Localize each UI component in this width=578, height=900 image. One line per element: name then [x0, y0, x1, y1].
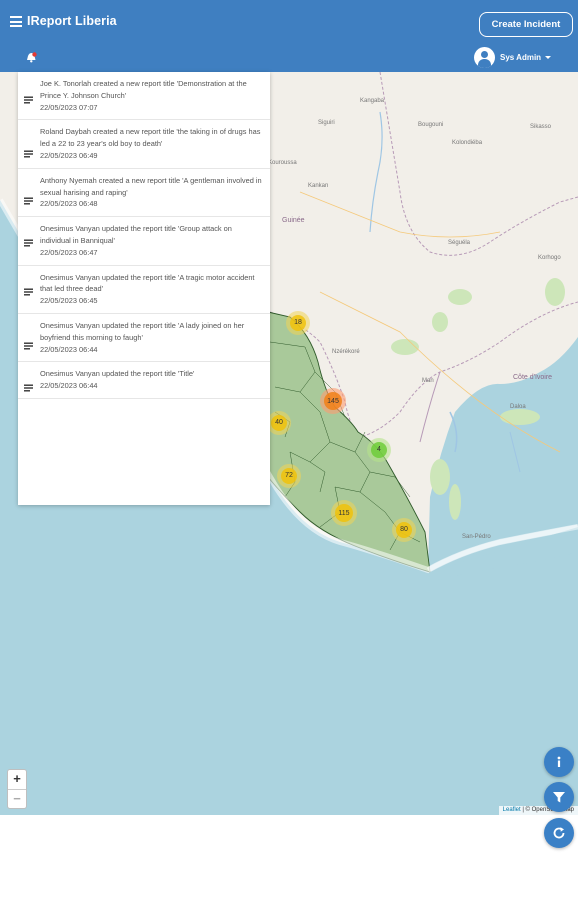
osm-attribution[interactable]: | © OpenStreetMap: [522, 807, 574, 813]
activity-timestamp: 22/05/2023 06:44: [40, 381, 98, 391]
zoom-in-button[interactable]: +: [13, 771, 21, 786]
activity-text: Onesimus Vanyan updated the report title…: [40, 320, 245, 342]
map-label: Kangaba: [360, 98, 385, 104]
bell-icon[interactable]: [24, 51, 38, 63]
app-title: IReport Liberia: [27, 14, 117, 28]
activity-text: Onesimus Vanyan updated the report title…: [40, 369, 195, 379]
cluster-count: 40: [270, 414, 288, 432]
map-label: Kouroussa: [268, 160, 297, 166]
activity-timestamp: 22/05/2023 06:49: [40, 150, 98, 160]
activity-timestamp: 22/05/2023 06:48: [40, 199, 98, 209]
map-label: Daloa: [510, 404, 526, 410]
document-lines-icon: [24, 239, 33, 247]
cluster-count: 145: [323, 391, 343, 411]
leaflet-link[interactable]: Leaflet: [502, 807, 521, 813]
user-name: Sys Admin: [500, 52, 542, 62]
map-label: Siguiri: [318, 120, 335, 126]
list-item[interactable]: Onesimus Vanyan updated the report title…: [18, 217, 270, 266]
info-icon: [557, 756, 561, 767]
zoom-control: + −: [7, 769, 27, 809]
map-cluster-marker[interactable]: 145: [320, 388, 346, 414]
list-item[interactable]: Onesimus Vanyan updated the report title…: [18, 362, 270, 399]
activity-text: Onesimus Vanyan updated the report title…: [40, 272, 255, 294]
menu-icon[interactable]: [10, 16, 22, 27]
list-item[interactable]: Anthony Nyemah created a new report titl…: [18, 169, 270, 218]
document-lines-icon: [24, 96, 33, 104]
filter-icon: [553, 792, 565, 803]
activity-timestamp: 22/05/2023 06:44: [40, 344, 98, 354]
cluster-count: 18: [289, 314, 307, 332]
activity-timestamp: 22/05/2023 07:07: [40, 102, 98, 112]
map-label: Kolondiéba: [452, 140, 483, 146]
account-circle-icon: [474, 46, 495, 68]
map-label: Séguéla: [448, 240, 471, 246]
refresh-icon: [553, 827, 565, 839]
document-lines-icon: [24, 150, 33, 158]
map-attribution: Leaflet | © OpenStreetMap: [498, 806, 578, 815]
list-item[interactable]: Roland Daybah created a new report title…: [18, 120, 270, 169]
list-item[interactable]: Onesimus Vanyan updated the report title…: [18, 314, 270, 363]
map-cluster-marker[interactable]: 18: [286, 311, 310, 335]
map-cluster-marker[interactable]: 72: [277, 464, 301, 488]
map-label: Bougouni: [418, 122, 444, 128]
map-label: Man: [422, 378, 434, 384]
map-cluster-marker[interactable]: 80: [392, 518, 416, 542]
refresh-button[interactable]: [544, 818, 574, 848]
cluster-count: 80: [395, 521, 413, 539]
cluster-count: 115: [334, 503, 354, 523]
zoom-out-button[interactable]: −: [8, 789, 26, 808]
document-lines-icon: [24, 288, 33, 296]
activity-timestamp: 22/05/2023 06:47: [40, 247, 98, 257]
activity-text: Roland Daybah created a new report title…: [40, 127, 261, 149]
map-label: Côte d'Ivoire: [513, 374, 553, 381]
document-lines-icon: [24, 197, 33, 205]
create-incident-button[interactable]: Create Incident: [479, 12, 573, 37]
filter-button[interactable]: [544, 782, 574, 812]
chevron-down-icon: [545, 55, 552, 59]
document-lines-icon: [24, 384, 33, 392]
map-label: Sikasso: [530, 124, 552, 130]
map-label: Guinée: [282, 217, 305, 224]
map-label: Kankan: [308, 183, 329, 189]
app-header: IReport Liberia Create Incident Sys Admi…: [0, 0, 578, 72]
map-cluster-marker[interactable]: 4: [367, 438, 391, 462]
activity-text: Joe K. Tonorlah created a new report tit…: [40, 79, 247, 100]
map-label: San-Pédro: [462, 534, 491, 540]
map-cluster-marker[interactable]: 40: [267, 411, 291, 435]
activity-feed: Joe K. Tonorlah created a new report tit…: [18, 72, 270, 505]
map-cluster-marker[interactable]: 115: [331, 500, 357, 526]
info-button[interactable]: [544, 747, 574, 777]
map-label: Korhogo: [538, 255, 561, 261]
list-item[interactable]: Joe K. Tonorlah created a new report tit…: [18, 72, 270, 121]
document-lines-icon: [24, 342, 33, 350]
activity-text: Onesimus Vanyan updated the report title…: [40, 224, 232, 245]
activity-timestamp: 22/05/2023 06:45: [40, 296, 98, 306]
activity-text: Anthony Nyemah created a new report titl…: [40, 175, 262, 197]
map-label: Nzérékoré: [332, 349, 360, 355]
user-menu[interactable]: Sys Admin: [474, 46, 552, 68]
cluster-count: 4: [370, 441, 388, 459]
cluster-count: 72: [280, 467, 298, 485]
list-item[interactable]: Onesimus Vanyan updated the report title…: [18, 266, 270, 314]
